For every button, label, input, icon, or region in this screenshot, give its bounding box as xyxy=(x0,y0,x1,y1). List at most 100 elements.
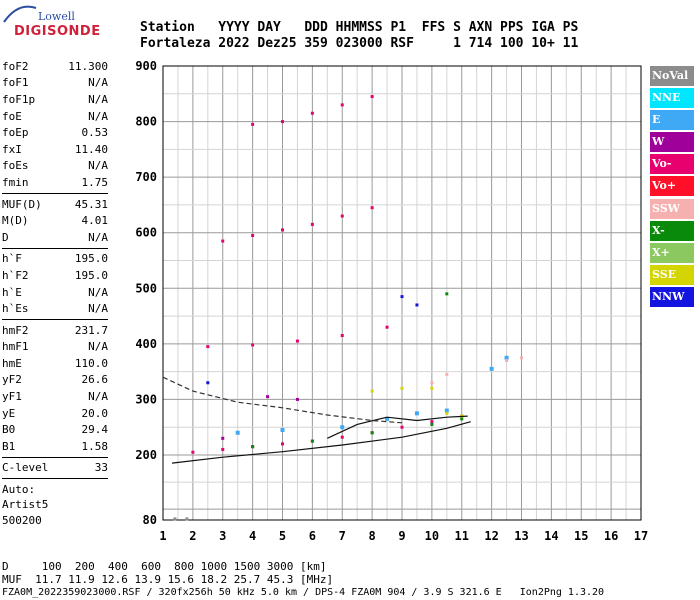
echo-point xyxy=(340,334,344,338)
y-tick-label: 300 xyxy=(135,392,157,406)
echo-point xyxy=(266,395,270,399)
param-value: N/A xyxy=(88,92,108,106)
param-divider xyxy=(2,478,108,480)
param-row: yF2 26.6 xyxy=(2,372,108,389)
param-row: hmF1 N/A xyxy=(2,339,108,356)
param-label: D xyxy=(2,230,9,244)
logo-line1: Lowell xyxy=(38,10,75,23)
param-label: yE xyxy=(2,406,16,420)
legend-item-noval: NoVal xyxy=(650,66,694,86)
param-label: foE xyxy=(2,109,22,123)
echo-point xyxy=(504,355,509,360)
x-tick-label: 17 xyxy=(634,529,648,543)
x-tick-label: 1 xyxy=(159,529,166,543)
echo-point xyxy=(206,381,210,385)
auto-code: 500200 xyxy=(2,513,42,527)
echo-point xyxy=(520,356,523,360)
param-value: 1.58 xyxy=(81,439,109,453)
param-row: foF1p N/A xyxy=(2,91,108,108)
param-value: 20.0 xyxy=(81,406,109,420)
param-value: 110.0 xyxy=(74,356,108,370)
echo-point xyxy=(280,427,285,432)
param-value: 231.7 xyxy=(74,323,108,337)
header-labels: Station YYYY DAY DDD HHMMSS P1 FFS S AXN… xyxy=(140,20,579,35)
param-value: 29.4 xyxy=(81,423,109,437)
param-label: foF1p xyxy=(2,92,36,106)
param-row: h`F 195.0 xyxy=(2,251,108,268)
y-tick-label: 400 xyxy=(135,337,157,351)
x-tick-label: 8 xyxy=(369,529,376,543)
echo-point xyxy=(370,431,374,435)
footer-distance-row: D 100 200 400 600 800 1000 1500 3000 [km… xyxy=(2,560,327,573)
echo-point xyxy=(385,416,390,421)
x-tick-label: 16 xyxy=(604,529,618,543)
echo-point xyxy=(173,517,177,521)
param-row: h`F2 195.0 xyxy=(2,267,108,284)
legend: NoVal NNE E W Vo- Vo+ SSW X- X+ SSE NNW xyxy=(650,66,694,309)
param-label: yF1 xyxy=(2,390,22,404)
parameter-panel: foF2 11.300 foF1 N/A foF1p N/A foE N/A foEp 0… xyxy=(2,58,108,528)
echo-point xyxy=(370,95,374,99)
param-row: C-level 33 xyxy=(2,460,108,477)
legend-item-sse: SSE xyxy=(650,264,694,285)
param-divider xyxy=(2,456,108,458)
param-row: fmin 1.75 xyxy=(2,174,108,191)
y-tick-label: 700 xyxy=(135,170,157,184)
echo-point xyxy=(370,206,374,210)
y-tick-label: 600 xyxy=(135,226,157,240)
param-label: C-level xyxy=(2,461,49,475)
echo-point xyxy=(221,447,225,451)
echo-point xyxy=(445,372,449,376)
echo-point xyxy=(251,233,255,237)
lowell-digisonde-logo: Lowell DIGISONDE xyxy=(0,0,130,48)
echo-point xyxy=(385,325,389,329)
echo-point xyxy=(206,345,210,349)
param-label: foF2 xyxy=(2,59,29,73)
param-divider xyxy=(2,192,108,194)
param-label: hmE xyxy=(2,356,22,370)
echo-point xyxy=(414,411,419,416)
param-row: yE 20.0 xyxy=(2,405,108,422)
echo-point xyxy=(444,408,449,413)
param-row: hmE 110.0 xyxy=(2,355,108,372)
profile-line xyxy=(327,415,468,439)
legend-item-nnw: NNW xyxy=(650,286,694,307)
legend-item-nne: NNE xyxy=(650,88,694,109)
param-row: foEs N/A xyxy=(2,158,108,175)
echo-point xyxy=(400,425,404,429)
echo-point xyxy=(340,425,345,430)
legend-item-x-minus: X- xyxy=(650,220,694,241)
param-value: N/A xyxy=(88,109,108,123)
param-row: hmF2 231.7 xyxy=(2,322,108,339)
x-tick-label: 9 xyxy=(398,529,405,543)
y-tick-label: 80 xyxy=(143,513,157,527)
param-row: foEp 0.53 xyxy=(2,124,108,141)
param-row: B1 1.58 xyxy=(2,438,108,455)
param-value: N/A xyxy=(88,76,108,90)
echo-point xyxy=(191,450,195,454)
param-label: foF1 xyxy=(2,76,29,90)
x-tick-label: 2 xyxy=(189,529,196,543)
param-value: 0.53 xyxy=(81,126,109,140)
param-value: 11.40 xyxy=(74,142,108,156)
param-value: 45.31 xyxy=(74,197,108,211)
param-row: MUF(D) 45.31 xyxy=(2,196,108,213)
param-label: h`F2 xyxy=(2,268,29,282)
echo-point xyxy=(251,445,255,449)
echo-point xyxy=(295,339,299,343)
param-label: yF2 xyxy=(2,373,22,387)
y-tick-label: 200 xyxy=(135,448,157,462)
x-tick-label: 4 xyxy=(249,529,256,543)
echo-point xyxy=(505,359,509,363)
param-value: 11.300 xyxy=(68,59,108,73)
param-label: foEp xyxy=(2,126,29,140)
x-tick-label: 7 xyxy=(339,529,346,543)
echo-point xyxy=(235,430,240,435)
param-value: N/A xyxy=(88,340,108,354)
echo-point xyxy=(310,439,314,443)
param-value: 1.75 xyxy=(81,175,109,189)
echo-point xyxy=(251,343,255,347)
header-values: Fortaleza 2022 Dez25 359 023000 RSF 1 71… xyxy=(140,36,579,51)
echo-point xyxy=(400,386,404,390)
